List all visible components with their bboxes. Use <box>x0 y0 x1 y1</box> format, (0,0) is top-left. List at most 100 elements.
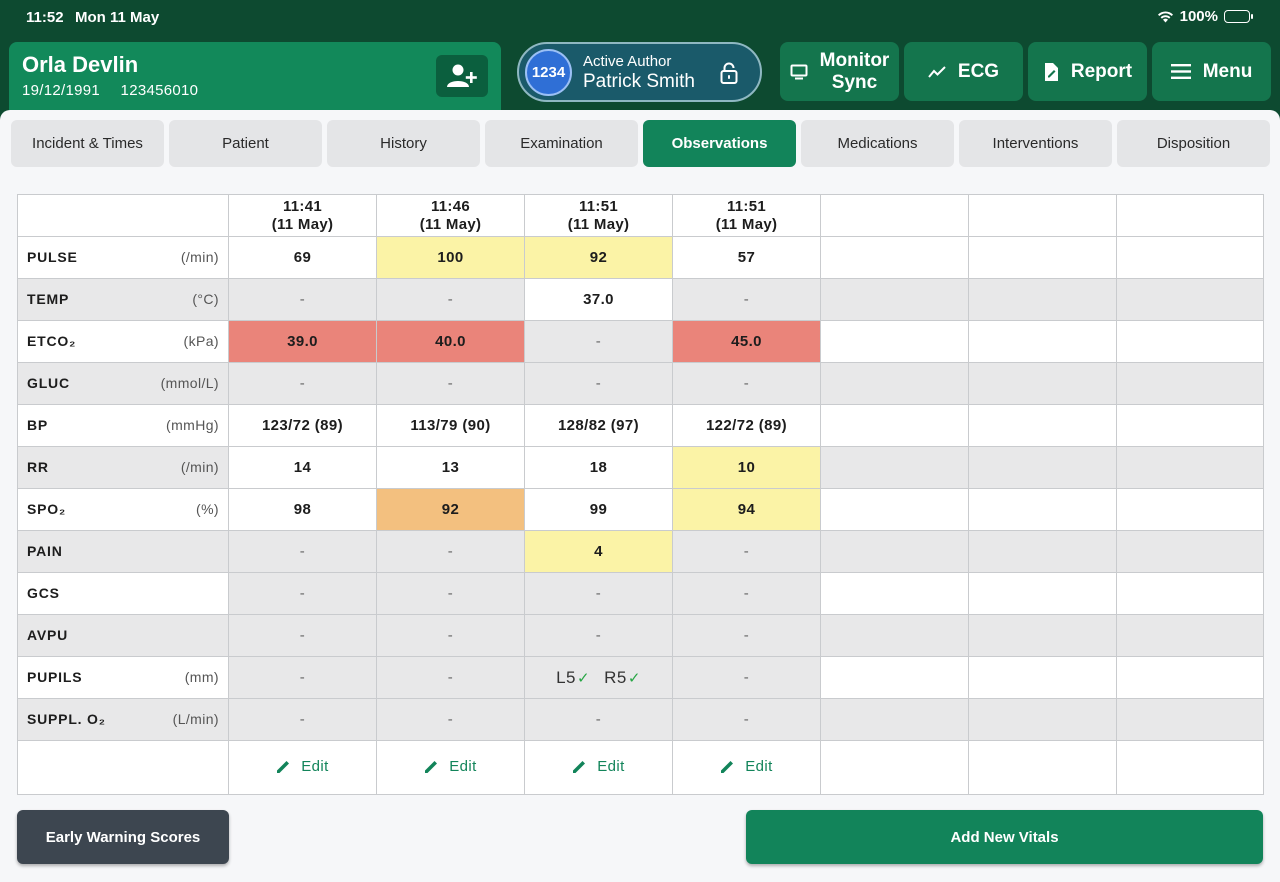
ecg-button[interactable]: ECG <box>904 42 1023 101</box>
table-cell[interactable]: 40.0 <box>376 320 525 363</box>
table-cell[interactable]: - <box>524 572 673 615</box>
table-cell[interactable]: - <box>228 698 377 741</box>
table-cell[interactable]: - <box>672 362 821 405</box>
monitor-sync-button[interactable]: Monitor Sync <box>780 42 899 101</box>
empty-cell <box>1116 362 1264 405</box>
table-cell[interactable]: - <box>524 320 673 363</box>
empty-cell <box>1116 698 1264 741</box>
report-icon <box>1044 62 1058 81</box>
add-new-vitals-button[interactable]: Add New Vitals <box>746 810 1263 864</box>
table-cell[interactable]: 69 <box>228 236 377 279</box>
empty-cell <box>1116 572 1264 615</box>
tab-examination[interactable]: Examination <box>485 120 638 167</box>
table-cell[interactable]: - <box>228 362 377 405</box>
empty-cell <box>820 320 969 363</box>
table-cell[interactable]: 94 <box>672 488 821 531</box>
tab-interventions[interactable]: Interventions <box>959 120 1112 167</box>
menu-button[interactable]: Menu <box>1152 42 1271 101</box>
check-icon: ✓ <box>577 669 591 687</box>
row-label: RR (/min) <box>17 446 229 489</box>
column-header: 11:41 (11 May) <box>228 194 377 237</box>
pupils-cell[interactable]: L5✓ R5✓ <box>524 656 673 699</box>
empty-cell <box>968 320 1117 363</box>
table-cell[interactable]: 18 <box>524 446 673 489</box>
tab-patient[interactable]: Patient <box>169 120 322 167</box>
edit-button[interactable]: Edit <box>572 758 624 775</box>
table-cell[interactable]: - <box>524 362 673 405</box>
table-cell[interactable]: 100 <box>376 236 525 279</box>
table-cell[interactable]: - <box>672 278 821 321</box>
table-cell[interactable]: - <box>376 614 525 657</box>
wifi-icon <box>1157 11 1173 23</box>
active-author-button[interactable]: 1234 Active Author Patrick Smith <box>517 42 762 102</box>
table-cell[interactable]: 92 <box>524 236 673 279</box>
table-cell[interactable]: 92 <box>376 488 525 531</box>
table-cell[interactable]: - <box>228 278 377 321</box>
table-cell[interactable]: 113/79 (90) <box>376 404 525 447</box>
table-cell[interactable]: - <box>376 698 525 741</box>
pupil-left: L5 <box>556 667 577 687</box>
table-cell[interactable]: 99 <box>524 488 673 531</box>
empty-cell <box>968 362 1117 405</box>
empty-cell <box>820 362 969 405</box>
table-cell[interactable]: 45.0 <box>672 320 821 363</box>
table-cell[interactable]: - <box>228 614 377 657</box>
empty-cell <box>968 656 1117 699</box>
table-cell[interactable]: 123/72 (89) <box>228 404 377 447</box>
table-cell[interactable]: - <box>524 614 673 657</box>
header-blank <box>17 194 229 237</box>
table-row: GLUC (mmol/L) - - - - <box>17 362 1264 405</box>
table-cell[interactable]: - <box>376 656 525 699</box>
table-cell[interactable]: 98 <box>228 488 377 531</box>
check-icon: ✓ <box>627 669 641 687</box>
column-header-empty <box>1116 194 1264 237</box>
table-cell[interactable]: 39.0 <box>228 320 377 363</box>
table-cell[interactable]: - <box>672 530 821 573</box>
tab-disposition[interactable]: Disposition <box>1117 120 1270 167</box>
empty-cell <box>968 236 1117 279</box>
empty-cell <box>968 740 1117 795</box>
empty-cell <box>968 278 1117 321</box>
table-cell[interactable]: 128/82 (97) <box>524 404 673 447</box>
tab-medications[interactable]: Medications <box>801 120 954 167</box>
edit-button[interactable]: Edit <box>276 758 328 775</box>
table-cell[interactable]: - <box>524 698 673 741</box>
table-cell[interactable]: - <box>672 698 821 741</box>
empty-cell <box>820 740 969 795</box>
edit-button[interactable]: Edit <box>424 758 476 775</box>
table-cell[interactable]: - <box>376 362 525 405</box>
empty-cell <box>968 404 1117 447</box>
empty-cell <box>1116 740 1264 795</box>
tab-history[interactable]: History <box>327 120 480 167</box>
report-button[interactable]: Report <box>1028 42 1147 101</box>
table-cell[interactable]: - <box>376 530 525 573</box>
status-time: 11:52 <box>26 9 64 26</box>
tab-incident-times[interactable]: Incident & Times <box>11 120 164 167</box>
table-cell[interactable]: 14 <box>228 446 377 489</box>
table-cell[interactable]: - <box>228 656 377 699</box>
empty-cell <box>968 446 1117 489</box>
table-cell[interactable]: - <box>672 656 821 699</box>
table-cell[interactable]: - <box>672 614 821 657</box>
table-cell[interactable]: - <box>376 278 525 321</box>
table-cell[interactable]: 57 <box>672 236 821 279</box>
table-cell[interactable]: - <box>376 572 525 615</box>
observations-table: 11:41 (11 May) 11:46 (11 May) 11:51 (11 May… <box>17 194 1264 795</box>
table-cell[interactable]: 13 <box>376 446 525 489</box>
table-cell[interactable]: 4 <box>524 530 673 573</box>
table-cell[interactable]: 122/72 (89) <box>672 404 821 447</box>
row-label: SUPPL. O₂ (L/min) <box>17 698 229 741</box>
empty-cell <box>968 698 1117 741</box>
tab-observations[interactable]: Observations <box>643 120 796 167</box>
edit-button[interactable]: Edit <box>720 758 772 775</box>
table-cell[interactable]: 10 <box>672 446 821 489</box>
empty-cell <box>1116 404 1264 447</box>
column-header-empty <box>820 194 969 237</box>
table-cell[interactable]: - <box>672 572 821 615</box>
table-cell[interactable]: - <box>228 572 377 615</box>
early-warning-scores-button[interactable]: Early Warning Scores <box>17 810 229 864</box>
add-patient-button[interactable] <box>436 55 488 97</box>
table-cell[interactable]: - <box>228 530 377 573</box>
patient-card: Orla Devlin 19/12/1991 123456010 <box>9 42 501 110</box>
table-cell[interactable]: 37.0 <box>524 278 673 321</box>
